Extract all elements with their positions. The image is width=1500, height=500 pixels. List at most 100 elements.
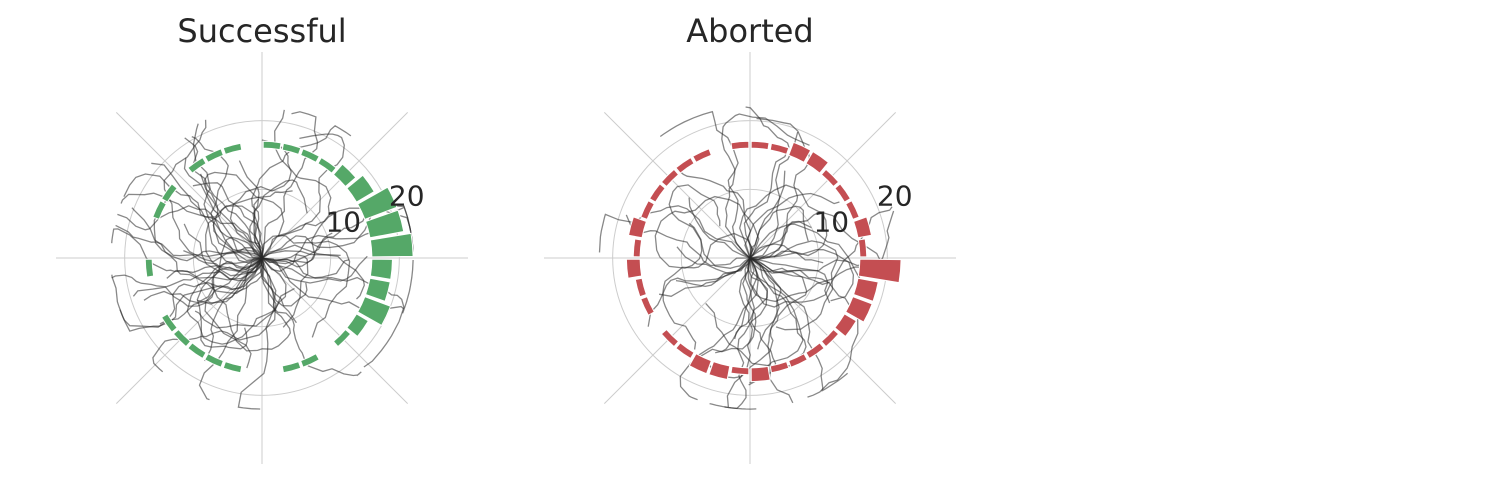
- histogram-bar: [152, 200, 167, 220]
- trajectory-line: [261, 204, 369, 268]
- panel-title-aborted: Aborted: [686, 12, 814, 50]
- trajectory-line: [199, 173, 263, 262]
- histogram-bar: [820, 168, 840, 188]
- histogram-bar: [730, 140, 750, 151]
- trajectory-line: [192, 123, 263, 259]
- histogram-bar: [675, 156, 695, 174]
- trajectory-line: [739, 184, 828, 259]
- histogram-bar: [640, 296, 655, 316]
- histogram-bar: [332, 328, 352, 348]
- histogram-bar: [708, 360, 731, 381]
- polar-grid-circle: [124, 120, 400, 396]
- histogram-bar: [788, 141, 812, 163]
- trajectory-line: [152, 257, 277, 373]
- trajectory-line: [261, 257, 297, 324]
- histogram-bar: [369, 258, 393, 280]
- trajectory-line: [184, 137, 263, 259]
- trajectory-line: [261, 203, 412, 259]
- radial-tick-label: 20: [389, 179, 425, 212]
- histogram-bar: [281, 360, 302, 374]
- trajectory-line: [705, 257, 807, 368]
- trajectory-line: [196, 257, 263, 350]
- trajectory-line: [261, 109, 332, 265]
- trajectory-line: [749, 205, 809, 259]
- histogram-bar: [660, 328, 680, 348]
- trajectory-line: [747, 210, 895, 303]
- trajectory-line: [709, 257, 768, 410]
- trajectory-line: [151, 162, 263, 269]
- trajectory-group: [111, 109, 414, 410]
- histogram-bar: [845, 296, 873, 323]
- trajectory-line: [749, 170, 786, 259]
- histogram-bar: [369, 232, 414, 258]
- trajectory-line: [261, 257, 350, 279]
- histogram-bar: [632, 238, 643, 258]
- radial-tick-label: 20: [877, 179, 913, 212]
- trajectory-line: [734, 257, 758, 340]
- trajectory-line: [203, 171, 285, 259]
- trajectory-line: [261, 253, 309, 328]
- histogram-bar: [187, 342, 207, 360]
- histogram-bar: [144, 258, 155, 278]
- histogram-bar: [317, 156, 337, 174]
- trajectory-line: [598, 205, 751, 259]
- histogram-bar: [281, 142, 302, 156]
- histogram-bar: [730, 365, 750, 376]
- histogram-bar: [160, 183, 178, 203]
- histogram-bar: [805, 342, 825, 360]
- histogram-bar: [788, 353, 808, 368]
- trajectory-line: [261, 232, 333, 263]
- histogram-bar: [692, 148, 712, 163]
- trajectory-line: [676, 168, 752, 259]
- histogram-bar: [204, 353, 224, 368]
- trajectory-line: [261, 111, 319, 259]
- histogram-bar: [357, 186, 398, 220]
- trajectory-line: [647, 257, 751, 327]
- polar-spoke: [115, 111, 263, 259]
- trajectory-line: [749, 257, 849, 392]
- histogram-bar: [852, 216, 873, 239]
- histogram-bar: [750, 365, 771, 383]
- polar-spoke: [261, 257, 409, 405]
- trajectory-line: [743, 106, 790, 259]
- trajectory-line: [659, 110, 751, 259]
- histogram-bar: [634, 277, 648, 298]
- histogram-bar: [187, 156, 207, 174]
- polar-spoke: [749, 111, 897, 259]
- trajectory-line: [198, 257, 264, 401]
- trajectory-line: [261, 133, 345, 259]
- trajectory-line: [749, 223, 861, 279]
- histogram-bar: [625, 258, 643, 279]
- histogram-bar: [857, 238, 868, 258]
- trajectory-line: [166, 257, 263, 281]
- polar-spoke: [603, 257, 751, 405]
- trajectory-line: [749, 211, 884, 266]
- trajectory-line: [115, 224, 263, 259]
- histogram-bar: [364, 209, 405, 239]
- radial-tick-label: 10: [325, 206, 361, 239]
- trajectory-line: [205, 190, 293, 277]
- histogram-bar: [300, 353, 320, 368]
- polar-panel-successful: 10 20: [56, 52, 468, 464]
- trajectory-line: [721, 113, 810, 259]
- trajectory-line: [159, 236, 263, 325]
- histogram-bar: [364, 277, 391, 302]
- trajectory-line: [131, 207, 263, 262]
- histogram-bar: [834, 183, 852, 203]
- histogram-bar: [357, 296, 392, 327]
- polar-spoke: [603, 111, 751, 259]
- histogram-bar: [332, 163, 357, 188]
- histogram-bar: [857, 258, 902, 284]
- trajectory-line: [676, 246, 751, 274]
- histogram-bar: [688, 353, 712, 375]
- histogram-bar: [346, 313, 370, 338]
- histogram-bar: [222, 360, 243, 374]
- trajectory-line: [186, 257, 295, 345]
- histogram-bar: [769, 142, 790, 156]
- histogram-bar: [805, 150, 830, 174]
- trajectory-line: [715, 257, 768, 354]
- trajectory-line: [749, 117, 811, 261]
- trajectory-line: [662, 232, 754, 350]
- trajectory-line: [253, 179, 308, 259]
- histogram-bar: [648, 183, 666, 203]
